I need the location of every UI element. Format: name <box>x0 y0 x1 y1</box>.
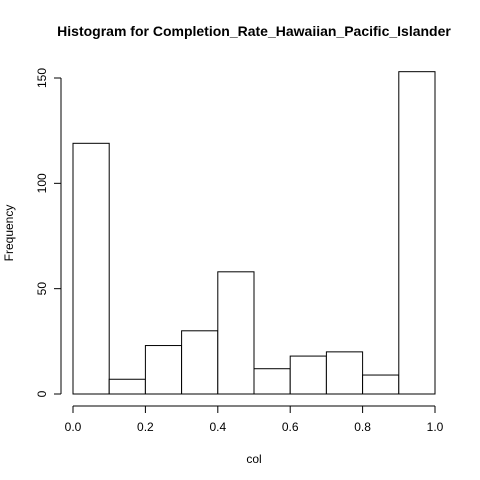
histogram-bar-7 <box>325 351 364 395</box>
y-axis-label: Frequency <box>2 205 16 262</box>
y-axis: 0 50 100 150 <box>35 68 62 397</box>
histogram-bar-4 <box>217 271 255 395</box>
y-tick-label-2: 100 <box>35 173 49 193</box>
x-axis-label: col <box>246 452 261 466</box>
histogram-bar-3 <box>181 330 219 395</box>
histogram-bar-5 <box>253 368 291 395</box>
x-axis: 0.0 0.2 0.4 0.6 0.8 1.0 <box>65 405 444 434</box>
y-tick-label-0: 0 <box>35 390 49 397</box>
histogram-bar-0 <box>72 142 110 395</box>
bars-group <box>72 71 436 395</box>
x-tick-label-4: 0.8 <box>354 420 371 434</box>
histogram-bar-2 <box>144 345 183 395</box>
histogram-bar-9 <box>398 71 436 395</box>
x-tick-label-5: 1.0 <box>427 420 444 434</box>
y-tick-label-1: 50 <box>35 282 49 296</box>
x-tick-label-2: 0.4 <box>209 420 226 434</box>
histogram-bar-6 <box>289 355 327 395</box>
chart-title: Histogram for Completion_Rate_Hawaiian_P… <box>57 23 451 39</box>
y-tick-label-3: 150 <box>35 68 49 88</box>
x-tick-label-0: 0.0 <box>65 420 82 434</box>
x-tick-label-3: 0.6 <box>282 420 299 434</box>
histogram-bar-1 <box>108 378 146 395</box>
histogram-bar-8 <box>362 374 400 395</box>
x-tick-label-1: 0.2 <box>137 420 154 434</box>
